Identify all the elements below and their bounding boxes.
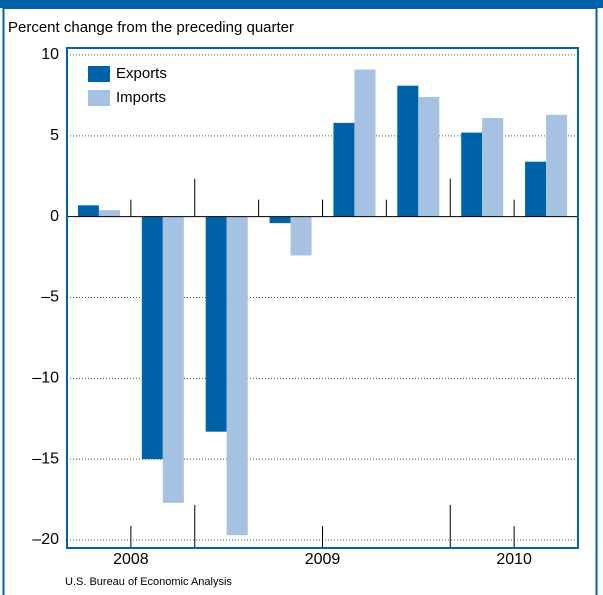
y-tick-label: 0 [50, 208, 59, 225]
bar [77, 205, 99, 217]
bar [354, 69, 376, 217]
year-label: 2008 [113, 551, 149, 568]
bar [269, 216, 291, 224]
bar [226, 216, 248, 536]
bar [205, 216, 227, 432]
header-strip [0, 0, 603, 8]
frame [2, 7, 598, 595]
y-tick-label: –5 [41, 289, 59, 306]
y-tick-label: –15 [32, 450, 59, 467]
bar [397, 85, 419, 217]
y-tick-label: 10 [41, 46, 59, 63]
bar [141, 216, 163, 460]
source-note: U.S. Bureau of Economic Analysis [65, 576, 232, 588]
plot-frame [66, 47, 579, 549]
bar [525, 161, 547, 217]
year-label: 2010 [496, 551, 532, 568]
bar [162, 216, 184, 503]
chart-subtitle: Percent change from the preceding quarte… [8, 19, 294, 36]
bar [546, 114, 568, 217]
legend-label: Imports [116, 89, 166, 106]
bar [482, 118, 504, 217]
legend-swatch [88, 66, 110, 82]
y-tick-label: –10 [32, 370, 59, 387]
legend-label: Exports [116, 65, 167, 82]
bar [333, 122, 355, 217]
y-tick-label: 5 [50, 127, 59, 144]
y-tick-label: –20 [32, 531, 59, 548]
bar [461, 132, 483, 217]
bar [418, 97, 440, 217]
bar [98, 210, 120, 217]
year-label: 2009 [305, 551, 341, 568]
bar [290, 216, 312, 256]
legend-swatch [88, 90, 110, 106]
